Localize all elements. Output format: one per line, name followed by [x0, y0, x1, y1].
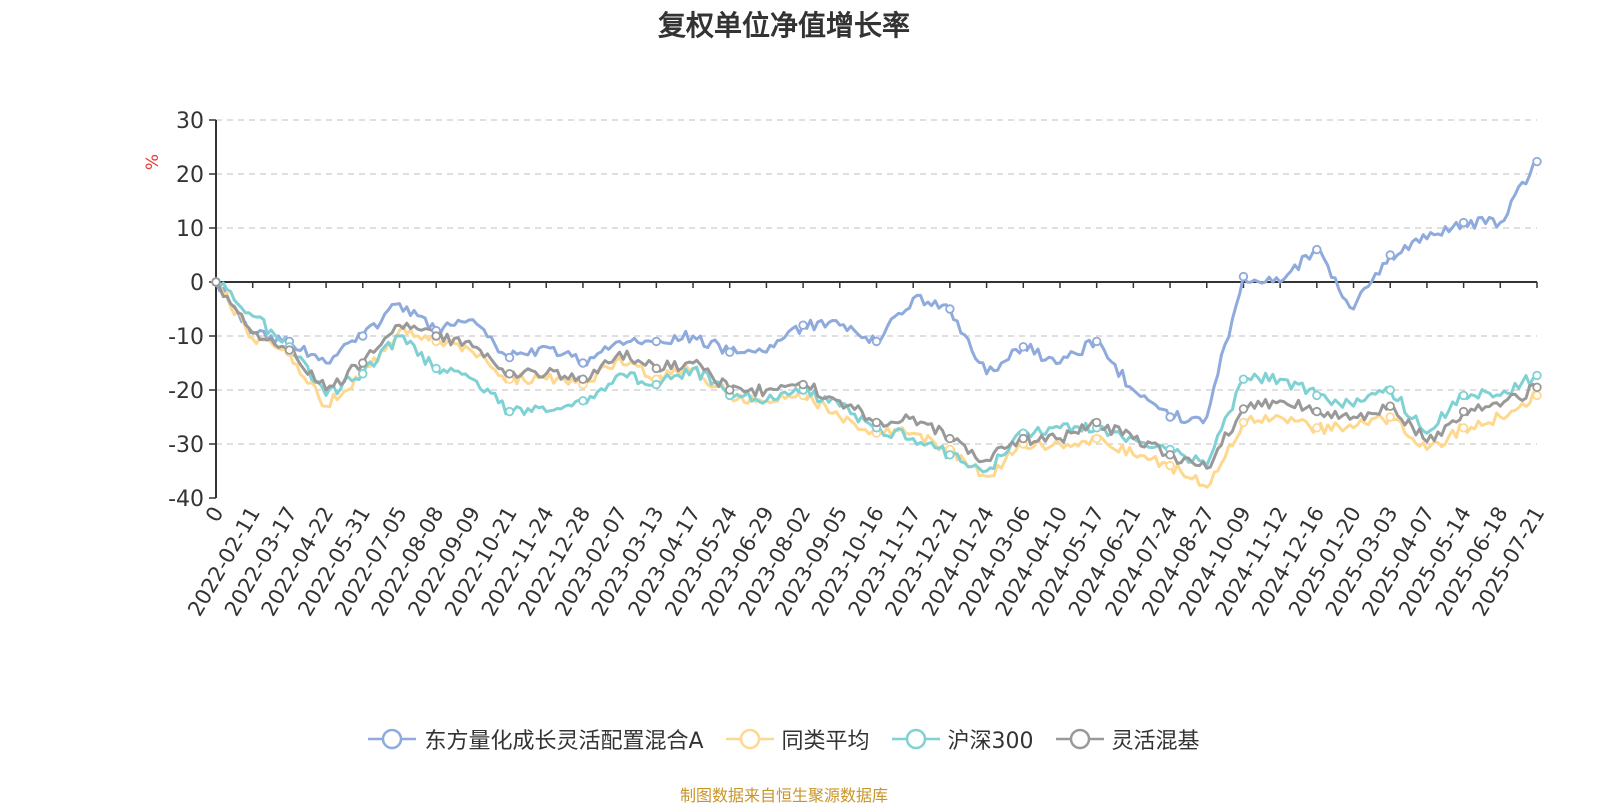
data-point: [1165, 412, 1175, 422]
legend: 东方量化成长灵活配置混合A 同类平均 沪深300 灵活混基: [0, 723, 1568, 755]
data-point: [798, 379, 808, 390]
data-point: [1165, 460, 1175, 471]
data-point: [651, 363, 662, 374]
data-point: [1458, 217, 1469, 228]
series-line: [214, 160, 1538, 425]
data-point: [651, 336, 662, 347]
data-point: [1238, 271, 1249, 282]
data-point: [431, 363, 441, 374]
series-lines: [214, 160, 1538, 489]
data-point: [504, 352, 515, 363]
data-point: [1312, 423, 1322, 433]
data-point: [1458, 390, 1469, 401]
data-point: [431, 331, 441, 341]
legend-label: 灵活混基: [1111, 729, 1200, 754]
data-point: [358, 369, 368, 379]
data-point: [578, 358, 588, 368]
data-point: [945, 433, 955, 444]
y-tick-label: -30: [168, 433, 204, 458]
data-point: [1385, 385, 1395, 395]
data-point: [1532, 370, 1542, 381]
data-point: [1018, 342, 1028, 352]
data-point: [1312, 244, 1322, 255]
data-point: [1532, 156, 1542, 167]
data-point: [358, 358, 368, 368]
data-point: [1018, 433, 1028, 444]
data-point: [945, 450, 955, 460]
series-markers: [211, 156, 1542, 471]
y-tick-label: 0: [190, 271, 204, 296]
data-point: [1532, 382, 1542, 392]
data-point: [1312, 406, 1322, 417]
y-tick-label: -10: [168, 325, 204, 350]
x-tick-label: 0: [201, 503, 228, 527]
y-tick-label: -20: [168, 379, 204, 404]
legend-item[interactable]: 同类平均: [725, 723, 870, 755]
data-point: [725, 347, 735, 357]
data-point: [651, 379, 662, 390]
data-point: [1532, 390, 1542, 401]
legend-swatch-icon: [725, 728, 774, 750]
data-point: [284, 345, 295, 355]
chart-title: 复权单位净值增长率: [657, 9, 910, 42]
data-point: [945, 304, 955, 314]
y-axis-unit: %: [143, 154, 163, 170]
data-point: [1238, 404, 1249, 414]
data-point: [871, 336, 882, 347]
data-point: [1238, 374, 1249, 384]
data-point: [798, 320, 808, 330]
data-point: [578, 374, 588, 384]
data-point: [504, 369, 515, 379]
data-point: [1312, 390, 1322, 401]
legend-item[interactable]: 东方量化成长灵活配置混合A: [368, 723, 704, 755]
legend-item[interactable]: 沪深300: [891, 723, 1034, 755]
data-point: [1458, 423, 1469, 433]
y-tick-label: -40: [168, 487, 204, 512]
data-point: [1385, 250, 1395, 260]
data-point: [578, 396, 588, 406]
y-tick-label: 20: [176, 163, 204, 188]
data-point: [1458, 406, 1469, 417]
data-point: [504, 406, 515, 417]
data-point: [871, 417, 882, 428]
data-point: [1385, 412, 1395, 422]
data-point: [1385, 401, 1395, 411]
legend-swatch-icon: [1055, 728, 1104, 750]
y-tick-label: 10: [176, 217, 204, 242]
legend-label: 东方量化成长灵活配置混合A: [424, 729, 704, 754]
data-point: [358, 331, 368, 341]
legend-label: 沪深300: [947, 729, 1034, 754]
data-point: [211, 277, 221, 287]
legend-label: 同类平均: [781, 729, 870, 754]
y-tick-label: 30: [176, 109, 204, 134]
data-point: [1091, 417, 1102, 428]
legend-item[interactable]: 灵活混基: [1055, 723, 1200, 755]
data-point: [1091, 336, 1102, 347]
data-point: [725, 385, 735, 395]
data-point: [1091, 433, 1102, 444]
data-point: [1238, 417, 1249, 428]
legend-swatch-icon: [368, 728, 417, 750]
axes: 3020100-10-20-30-40%02022-02-112022-03-1…: [143, 109, 1549, 620]
source-note: 制图数据来自恒生聚源数据库: [679, 786, 888, 805]
data-point: [1165, 450, 1175, 460]
legend-swatch-icon: [891, 728, 940, 750]
